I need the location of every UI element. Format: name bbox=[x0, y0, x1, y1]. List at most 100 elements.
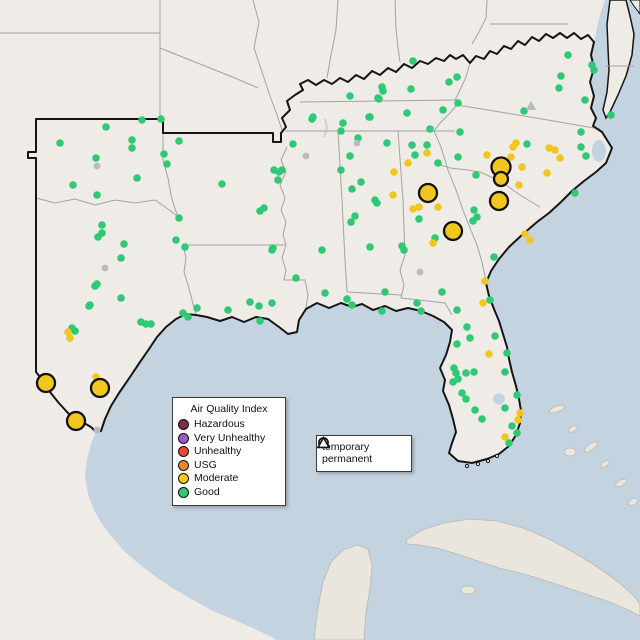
station-dot-good[interactable] bbox=[403, 109, 411, 117]
temporary-station-circle[interactable] bbox=[488, 190, 510, 212]
station-dot-moderate[interactable] bbox=[526, 236, 534, 244]
station-dot-good[interactable] bbox=[224, 306, 232, 314]
station-dot-moderate[interactable] bbox=[516, 409, 524, 417]
station-dot-good[interactable] bbox=[453, 73, 461, 81]
station-dot-good[interactable] bbox=[513, 391, 521, 399]
station-dot-good[interactable] bbox=[348, 301, 356, 309]
station-dot-good[interactable] bbox=[339, 119, 347, 127]
station-dot-good[interactable] bbox=[85, 302, 93, 310]
station-dot-good[interactable] bbox=[439, 106, 447, 114]
station-dot-good[interactable] bbox=[454, 99, 462, 107]
station-dot-good[interactable] bbox=[343, 295, 351, 303]
station-dot-moderate[interactable] bbox=[545, 144, 553, 152]
station-dot-good[interactable] bbox=[501, 404, 509, 412]
station-dot-good[interactable] bbox=[407, 85, 415, 93]
station-dot-good[interactable] bbox=[120, 240, 128, 248]
station-dot-inactive[interactable] bbox=[416, 268, 424, 276]
station-dot-good[interactable] bbox=[346, 92, 354, 100]
station-dot-good[interactable] bbox=[453, 306, 461, 314]
station-dot-good[interactable] bbox=[413, 299, 421, 307]
station-dot-good[interactable] bbox=[453, 340, 461, 348]
station-dot-good[interactable] bbox=[456, 128, 464, 136]
station-dot-good[interactable] bbox=[366, 113, 374, 121]
station-dot-inactive[interactable] bbox=[302, 152, 310, 160]
station-dot-good[interactable] bbox=[366, 243, 374, 251]
station-dot-good[interactable] bbox=[577, 128, 585, 136]
station-dot-good[interactable] bbox=[454, 153, 462, 161]
station-dot-good[interactable] bbox=[375, 95, 383, 103]
station-dot-good[interactable] bbox=[289, 140, 297, 148]
station-dot-good[interactable] bbox=[423, 141, 431, 149]
station-dot-good[interactable] bbox=[357, 178, 365, 186]
station-dot-good[interactable] bbox=[503, 349, 511, 357]
station-dot-good[interactable] bbox=[378, 307, 386, 315]
station-dot-good[interactable] bbox=[462, 395, 470, 403]
station-dot-good[interactable] bbox=[268, 299, 276, 307]
station-dot-good[interactable] bbox=[274, 176, 282, 184]
station-dot-good[interactable] bbox=[246, 298, 254, 306]
station-dot-good[interactable] bbox=[513, 429, 521, 437]
station-dot-good[interactable] bbox=[256, 207, 264, 215]
station-dot-moderate[interactable] bbox=[429, 239, 437, 247]
station-dot-moderate[interactable] bbox=[485, 350, 493, 358]
station-dot-good[interactable] bbox=[56, 139, 64, 147]
station-dot-good[interactable] bbox=[117, 254, 125, 262]
station-dot-good[interactable] bbox=[138, 116, 146, 124]
station-dot-moderate[interactable] bbox=[409, 205, 417, 213]
station-dot-good[interactable] bbox=[128, 144, 136, 152]
station-dot-moderate[interactable] bbox=[501, 433, 509, 441]
station-dot-good[interactable] bbox=[175, 137, 183, 145]
permanent-station-triangle[interactable] bbox=[525, 101, 537, 110]
station-dot-good[interactable] bbox=[218, 180, 226, 188]
station-dot-good[interactable] bbox=[462, 369, 470, 377]
station-dot-good[interactable] bbox=[426, 125, 434, 133]
station-dot-good[interactable] bbox=[147, 320, 155, 328]
station-dot-good[interactable] bbox=[520, 107, 528, 115]
station-dot-good[interactable] bbox=[255, 302, 263, 310]
station-dot-good[interactable] bbox=[470, 368, 478, 376]
station-dot-good[interactable] bbox=[490, 253, 498, 261]
station-dot-moderate[interactable] bbox=[423, 149, 431, 157]
station-dot-moderate[interactable] bbox=[483, 151, 491, 159]
station-dot-good[interactable] bbox=[607, 111, 615, 119]
station-dot-good[interactable] bbox=[102, 123, 110, 131]
station-dot-good[interactable] bbox=[458, 389, 466, 397]
station-dot-good[interactable] bbox=[379, 87, 387, 95]
station-dot-good[interactable] bbox=[571, 189, 579, 197]
temporary-station-circle[interactable] bbox=[417, 182, 439, 204]
station-dot-good[interactable] bbox=[486, 296, 494, 304]
station-dot-moderate[interactable] bbox=[390, 168, 398, 176]
station-dot-moderate[interactable] bbox=[551, 146, 559, 154]
station-dot-moderate[interactable] bbox=[514, 416, 522, 424]
station-dot-good[interactable] bbox=[337, 127, 345, 135]
station-dot-good[interactable] bbox=[415, 215, 423, 223]
temporary-station-circle[interactable] bbox=[492, 170, 510, 188]
station-dot-good[interactable] bbox=[409, 57, 417, 65]
station-dot-good[interactable] bbox=[351, 212, 359, 220]
station-dot-good[interactable] bbox=[181, 243, 189, 251]
station-dot-good[interactable] bbox=[268, 246, 276, 254]
station-dot-good[interactable] bbox=[582, 152, 590, 160]
station-dot-good[interactable] bbox=[128, 136, 136, 144]
station-dot-good[interactable] bbox=[463, 323, 471, 331]
station-dot-good[interactable] bbox=[438, 288, 446, 296]
station-dot-moderate[interactable] bbox=[556, 154, 564, 162]
station-dot-inactive[interactable] bbox=[93, 426, 101, 434]
station-dot-good[interactable] bbox=[577, 143, 585, 151]
station-dot-good[interactable] bbox=[160, 150, 168, 158]
station-dot-moderate[interactable] bbox=[515, 181, 523, 189]
station-dot-good[interactable] bbox=[555, 84, 563, 92]
station-dot-good[interactable] bbox=[163, 160, 171, 168]
station-dot-good[interactable] bbox=[172, 236, 180, 244]
temporary-station-circle[interactable] bbox=[35, 372, 57, 394]
station-dot-good[interactable] bbox=[71, 327, 79, 335]
station-dot-good[interactable] bbox=[470, 206, 478, 214]
station-dot-moderate[interactable] bbox=[415, 203, 423, 211]
station-dot-good[interactable] bbox=[491, 332, 499, 340]
station-dot-good[interactable] bbox=[381, 288, 389, 296]
station-dot-good[interactable] bbox=[371, 196, 379, 204]
station-dot-good[interactable] bbox=[348, 185, 356, 193]
temporary-station-circle[interactable] bbox=[65, 410, 87, 432]
station-dot-good[interactable] bbox=[505, 439, 513, 447]
station-dot-good[interactable] bbox=[321, 289, 329, 297]
